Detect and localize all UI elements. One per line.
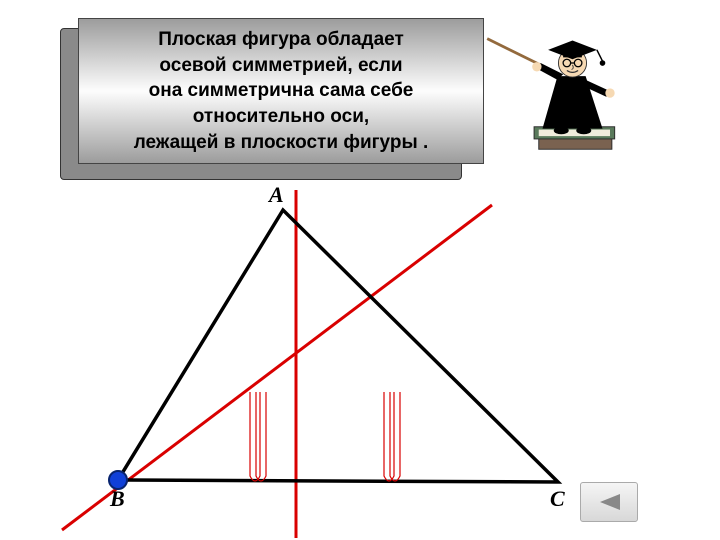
triangle-abc — [118, 210, 558, 482]
back-button[interactable] — [580, 482, 638, 522]
tick-mark — [256, 392, 266, 481]
tick-mark — [384, 392, 394, 481]
definition-line-4: относительно оси, — [91, 104, 471, 130]
symmetry-axis-diagonal — [62, 205, 492, 530]
definition-box: Плоская фигура обладает осевой симметрие… — [78, 18, 484, 164]
tick-mark — [390, 392, 400, 481]
definition-line-5: лежащей в плоскости фигуры . — [91, 130, 471, 156]
teacher-icon — [480, 18, 635, 168]
definition-line-3: она симметрична сама себе — [91, 78, 471, 104]
vertex-label-c: C — [550, 486, 565, 512]
vertex-label-a: A — [269, 182, 284, 208]
vertex-label-b: B — [110, 486, 125, 512]
tick-mark — [250, 392, 260, 481]
triangle-left-icon — [594, 492, 624, 512]
definition-line-1: Плоская фигура обладает — [91, 27, 471, 53]
definition-line-2: осевой симметрией, если — [91, 53, 471, 79]
